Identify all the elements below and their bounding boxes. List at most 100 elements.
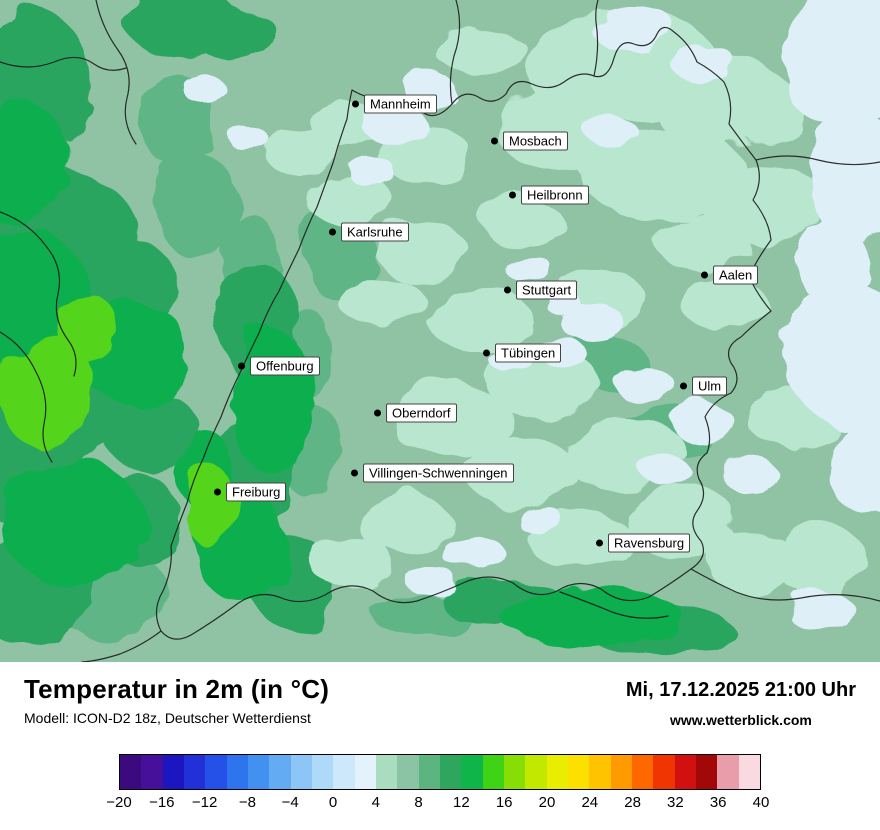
colorbar-segment [695,755,718,789]
border-line [0,56,127,71]
colorbar-segment [162,755,184,789]
city-dot [504,286,511,294]
colorbar-ticks: −20 −16 −12 −8 −4 0 4 8 12 16 20 24 28 32 36 40 [106,794,769,812]
colorbar-segment [717,755,739,789]
model-info: Modell: ICON-D2 18z, Deutscher Wetterdie… [24,710,311,726]
colorbar-segment [631,755,654,789]
colorbar-tick: 20 [538,794,556,811]
colorbar-tick: 28 [624,794,641,811]
city-label: Ravensburg [608,533,691,553]
colorbar-segment [738,755,760,789]
colorbar-segment [674,755,696,789]
city-marker: Heilbronn [509,185,589,205]
colorbar-segment [183,755,206,789]
temp-field-mint-patches [266,6,868,598]
colorbar-segment [653,755,675,789]
colorbar-tick: 12 [453,794,470,811]
border-line [0,331,53,463]
colorbar-segment [589,755,611,789]
colorbar-tick: 40 [752,794,770,811]
border-line [690,568,880,602]
city-marker: Ulm [680,376,728,396]
city-label: Freiburg [226,482,287,502]
state-border-outline [155,26,772,640]
city-marker: Tübingen [483,343,562,363]
colorbar-tick: 8 [414,794,423,811]
city-marker: Mosbach [491,131,568,151]
city-marker: Stuttgart [504,280,578,300]
footer: Temperatur in 2m (in °C) Modell: ICON-D2… [0,662,880,830]
city-label: Mosbach [503,131,568,151]
map-area: Mannheim Mosbach Heilbronn Karlsruhe Aalen St… [0,0,880,662]
colorbar-segment [375,755,398,789]
city-marker: Aalen [701,265,759,285]
footer-right: Mi, 17.12.2025 21:00 Uhr www.wetterblick… [626,674,856,728]
city-dot [680,382,687,390]
city-label: Aalen [713,265,759,285]
city-dot [701,271,708,279]
city-marker: Mannheim [352,94,437,114]
colorbar-tick: 36 [709,794,727,811]
city-label: Tübingen [495,343,562,363]
city-layer: Mannheim Mosbach Heilbronn Karlsruhe Aalen St… [214,94,759,553]
city-dot [491,137,498,145]
border-line [559,591,669,619]
colorbar-segment [354,755,376,789]
city-label: Villingen-Schwenningen [363,463,514,483]
city-marker: Karlsruhe [329,222,409,242]
colorbar-segment [525,755,547,789]
city-label: Ulm [692,376,728,396]
colorbar-segment [120,755,142,789]
page-title: Temperatur in 2m (in °C) [24,674,330,704]
city-dot [596,539,603,547]
border-line [0,211,77,377]
city-dot [374,409,381,417]
colorbar-segment [461,755,483,789]
city-label: Oberndorf [386,403,457,423]
city-dot [214,488,221,496]
colorbar-segment [546,755,568,789]
colorbar-segment [439,755,462,789]
colorbar-tick: −16 [149,794,175,811]
city-dot [509,191,516,199]
border-line [81,630,162,662]
city-label: Offenburg [250,356,320,376]
city-dot [352,100,359,108]
colorbar-segment [290,755,312,789]
temperature-legend: −20 −16 −12 −8 −4 0 4 8 12 16 20 24 28 32 36 40 [106,754,769,812]
city-dot [483,349,490,357]
colorbar-segment [333,755,355,789]
city-marker: Oberndorf [374,403,457,423]
colorbar-tick: 0 [328,794,338,811]
colorbar-segment [311,755,334,789]
colorbar [119,754,761,790]
border-line [449,0,461,105]
colorbar-tick: 16 [495,794,513,811]
colorbar-tick: −12 [191,794,218,811]
city-label: Karlsruhe [341,222,409,242]
temperature-map [0,0,880,662]
border-line [593,0,599,77]
colorbar-segment [247,755,270,789]
border-line [755,155,880,166]
colorbar-tick: −4 [281,794,299,811]
colorbar-tick: −20 [106,794,132,811]
border-lines [0,0,880,662]
city-marker: Offenburg [238,356,320,376]
city-label: Mannheim [364,94,437,114]
city-marker: Villingen-Schwenningen [351,463,514,483]
colorbar-segment [226,755,248,789]
city-dot [351,469,358,477]
colorbar-tick: −8 [238,794,256,811]
website-url: www.wetterblick.com [670,712,812,728]
valid-datetime: Mi, 17.12.2025 21:00 Uhr [625,679,856,701]
colorbar-segment [567,755,590,789]
colorbar-segment [141,755,163,789]
temp-field-patches [0,0,880,658]
colorbar-tick: 32 [667,794,684,811]
colorbar-segment [482,755,504,789]
city-marker: Freiburg [214,482,287,502]
footer-text-row: Temperatur in 2m (in °C) Modell: ICON-D2… [0,662,880,728]
colorbar-segment [610,755,632,789]
